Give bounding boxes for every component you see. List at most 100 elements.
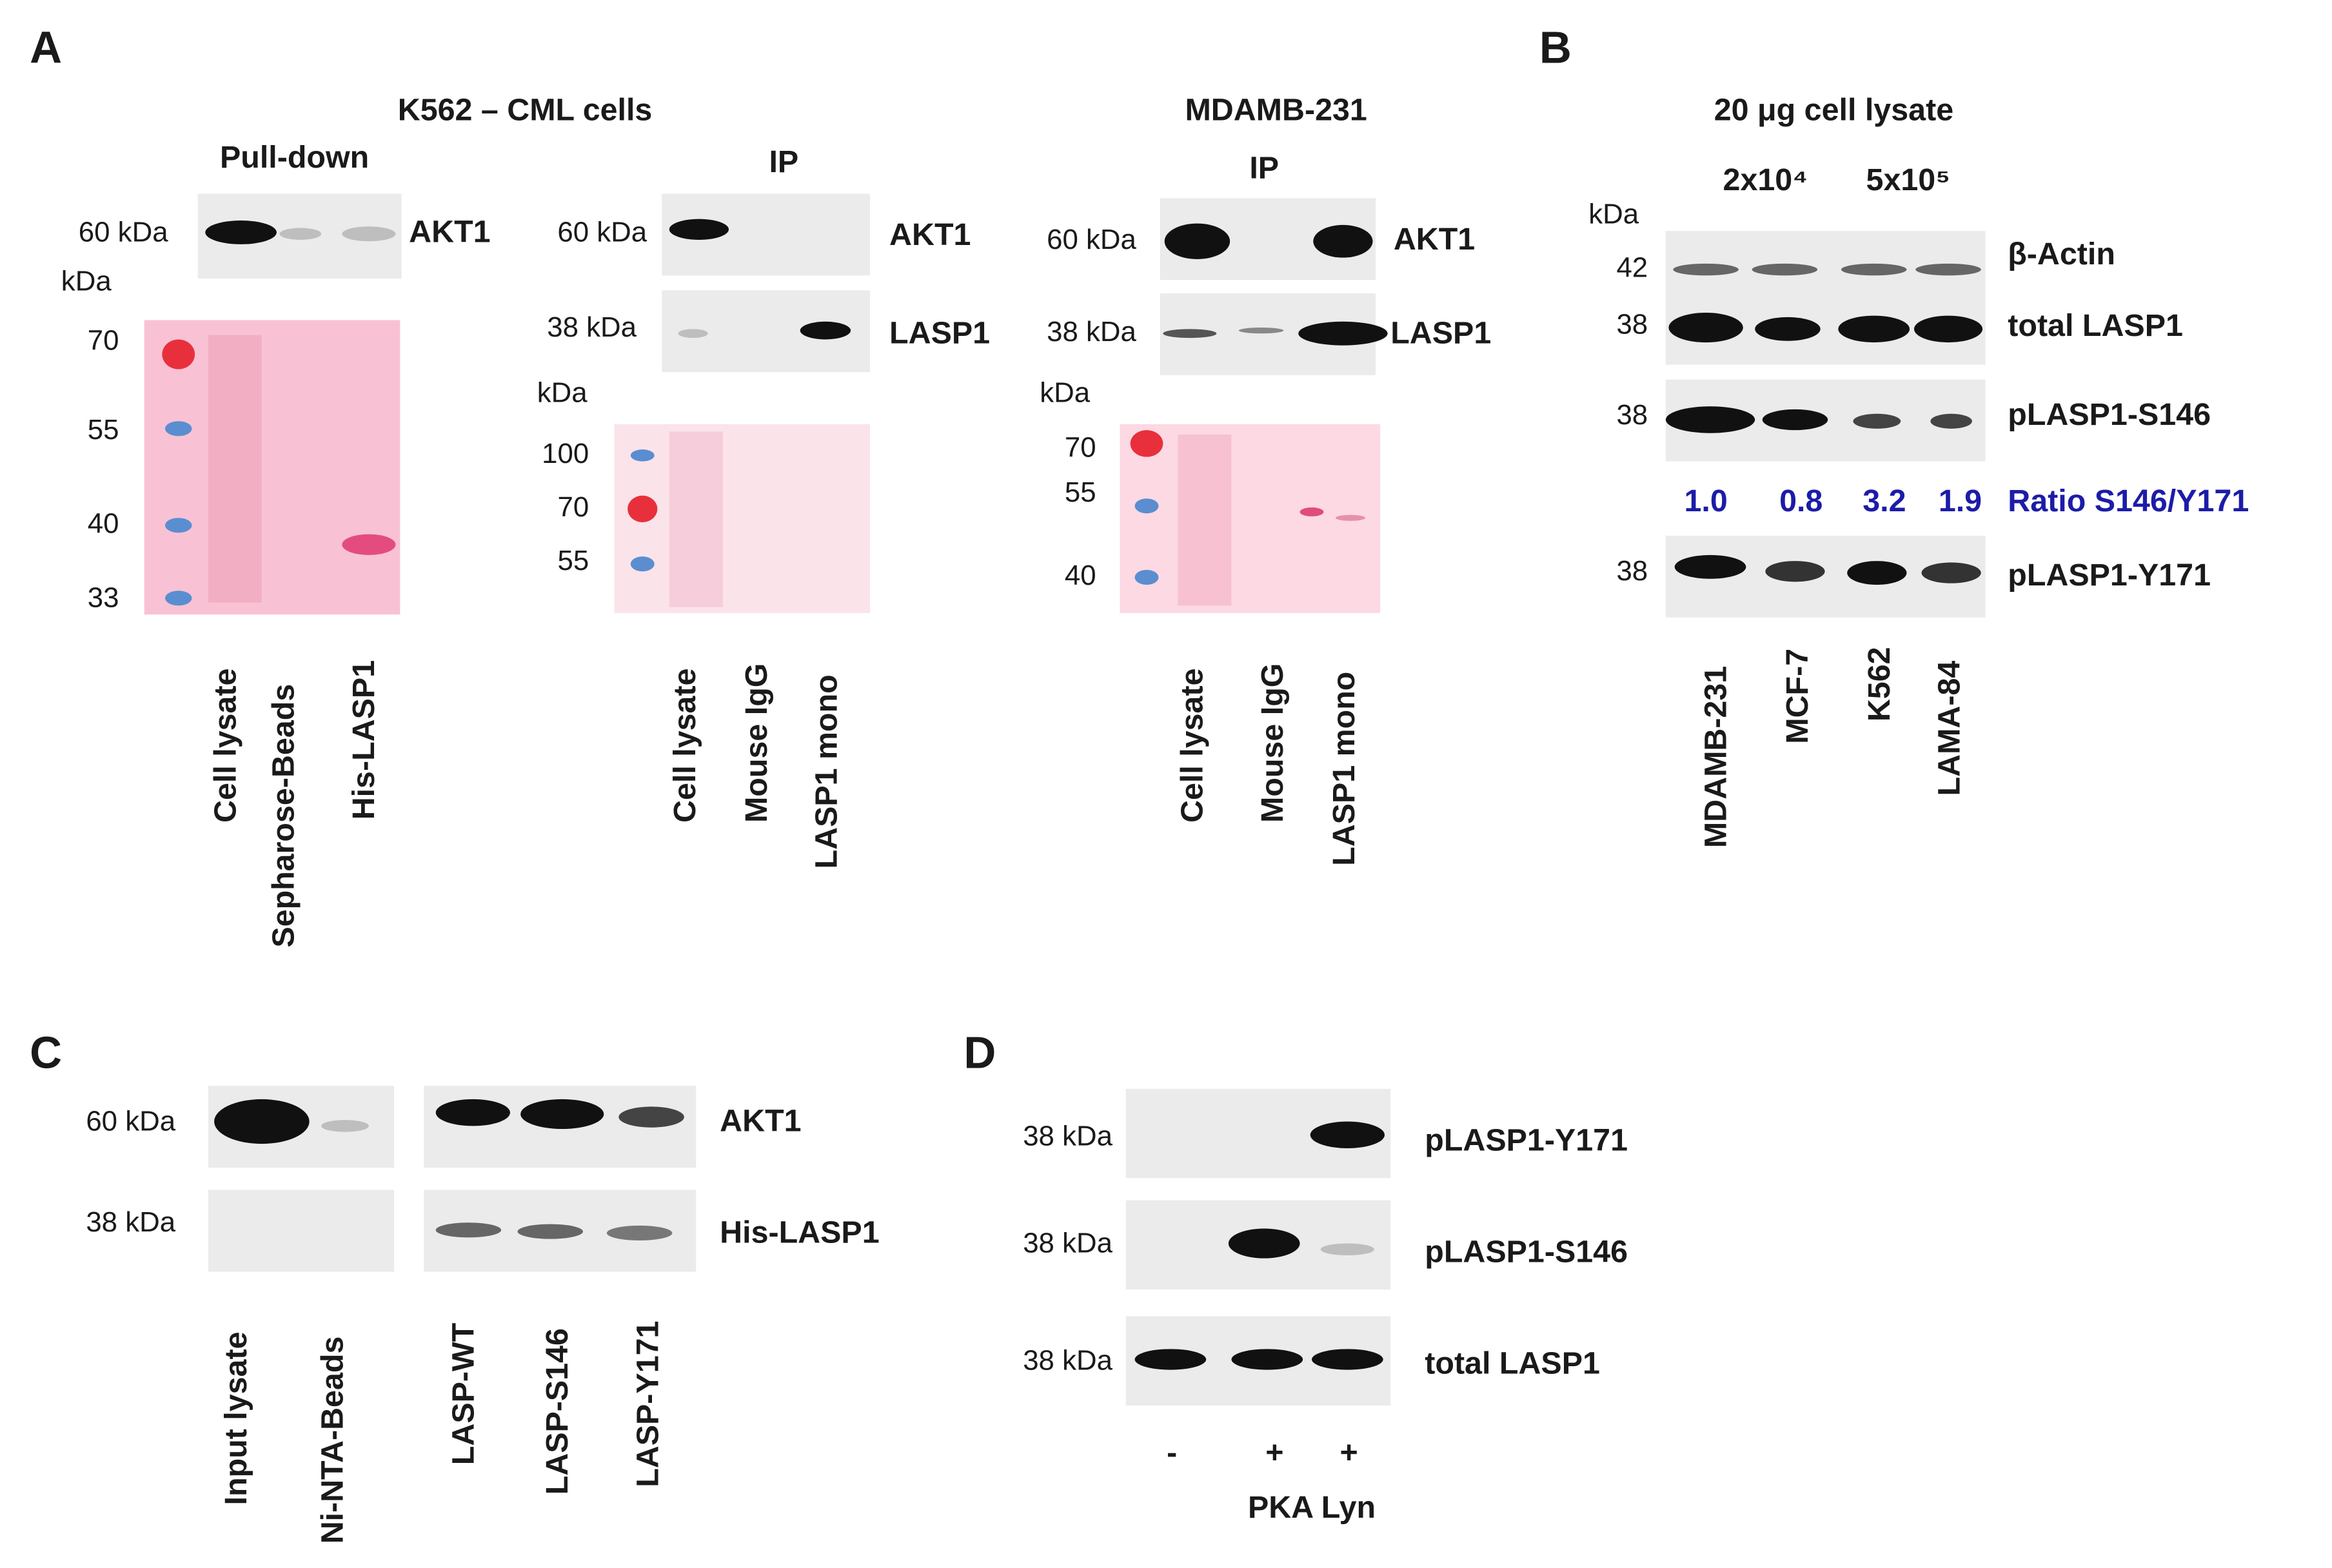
band <box>1668 312 1743 343</box>
band <box>1164 223 1230 259</box>
ponceau-gel <box>1120 424 1381 613</box>
panel-label: C <box>30 1027 62 1077</box>
lane-label: LASP-WT <box>446 1322 481 1465</box>
band <box>1665 406 1755 433</box>
ratio: 3.2 <box>1863 484 1906 518</box>
mw-label: 38 <box>1616 555 1648 587</box>
unit: kDa <box>61 265 112 297</box>
mw-label: 38 kDa <box>1023 1120 1112 1152</box>
marker-band <box>1134 569 1159 585</box>
lane-label: Sepharose-Beads <box>266 684 301 948</box>
lane-smear <box>208 335 262 603</box>
band <box>435 1099 510 1126</box>
heading: 20 μg cell lysate <box>1714 92 1953 127</box>
protein: total LASP1 <box>1425 1346 1600 1380</box>
lane-smear <box>669 431 723 607</box>
band <box>520 1099 604 1130</box>
lane-label: Cell lysate <box>667 668 702 822</box>
band <box>1299 507 1324 516</box>
protein: LASP1 <box>1390 315 1491 350</box>
lane-label: K562 <box>1862 647 1897 721</box>
band <box>1853 413 1901 429</box>
mw-label: 38 kDa <box>1023 1227 1112 1259</box>
lane-label: Mouse IgG <box>1255 663 1290 823</box>
mw-label: 38 kDa <box>1023 1345 1112 1377</box>
marker-band <box>630 449 655 462</box>
band <box>1838 315 1910 343</box>
band <box>342 534 396 555</box>
marker-band <box>1130 430 1163 457</box>
ponceau-gel <box>614 424 871 613</box>
treatment-sign: + <box>1265 1435 1283 1470</box>
heading: IP <box>769 144 798 179</box>
heading: IP <box>1249 150 1279 185</box>
ratio-label: Ratio S146/Y171 <box>2008 484 2249 518</box>
band <box>1913 315 1983 343</box>
marker-label: 55 <box>558 545 589 576</box>
panel-label: A <box>30 22 62 72</box>
band <box>1765 561 1825 582</box>
lane-label: Cell lysate <box>1175 668 1210 822</box>
band <box>1921 562 1981 583</box>
marker-band <box>630 556 655 572</box>
marker-label: 55 <box>1065 476 1096 508</box>
marker-label: 55 <box>88 414 119 446</box>
treatment-label: PKA Lyn <box>1248 1490 1376 1525</box>
marker-band <box>164 518 192 533</box>
band <box>279 228 322 240</box>
band <box>1310 1121 1385 1148</box>
gel-bg <box>144 320 400 615</box>
band <box>205 220 277 244</box>
lane-label: LASP1 mono <box>809 674 844 868</box>
band <box>517 1224 583 1239</box>
mw-label: 38 <box>1616 399 1648 431</box>
band <box>618 1106 684 1128</box>
unit: kDa <box>537 377 588 408</box>
protein: AKT1 <box>409 215 490 250</box>
heading: MDAMB-231 <box>1185 92 1367 127</box>
marker-band <box>164 421 192 436</box>
lane-label: Input lysate <box>219 1331 253 1505</box>
heading: K562 – CML cells <box>398 92 653 127</box>
unit: kDa <box>1588 199 1639 230</box>
lane-label: LASP1 mono <box>1327 672 1361 866</box>
mw-label: 60 kDa <box>557 216 647 248</box>
marker-band <box>627 495 658 523</box>
marker-label: 70 <box>88 325 119 357</box>
blot <box>197 193 402 279</box>
band <box>1674 554 1746 579</box>
heading: Pull-down <box>220 140 369 175</box>
band <box>800 321 851 340</box>
marker-label: 40 <box>1065 560 1096 591</box>
blot-bg <box>208 1190 395 1272</box>
cell-density: 2x10⁴ <box>1723 162 1808 197</box>
band <box>1228 1228 1300 1259</box>
protein: LASP1 <box>889 315 990 350</box>
mw-label: 38 kDa <box>86 1206 175 1238</box>
blot <box>662 193 871 373</box>
protein: pLASP1-S146 <box>2008 397 2211 432</box>
blot-bg <box>1665 231 1986 365</box>
blot <box>1160 198 1388 375</box>
lane-label: LASP-S146 <box>540 1328 575 1494</box>
protein: AKT1 <box>889 217 971 252</box>
lane-label: LAMA-84 <box>1932 661 1966 796</box>
band <box>1335 514 1366 521</box>
lane-label: Ni-NTA-Beads <box>315 1337 350 1544</box>
band <box>1762 409 1828 431</box>
lane-smear <box>1178 435 1232 606</box>
band <box>1312 1349 1383 1370</box>
gel-bg <box>614 424 871 613</box>
band <box>1755 317 1821 341</box>
band <box>1320 1243 1374 1256</box>
band <box>606 1225 673 1240</box>
band <box>1134 1349 1207 1370</box>
protein: total LASP1 <box>2008 308 2183 343</box>
mw-label: 42 <box>1616 252 1648 284</box>
band <box>1298 321 1388 346</box>
mw-label: 38 kDa <box>1047 316 1136 348</box>
band <box>1239 328 1284 334</box>
protein: AKT1 <box>720 1104 801 1139</box>
mw-label: 38 <box>1616 308 1648 340</box>
